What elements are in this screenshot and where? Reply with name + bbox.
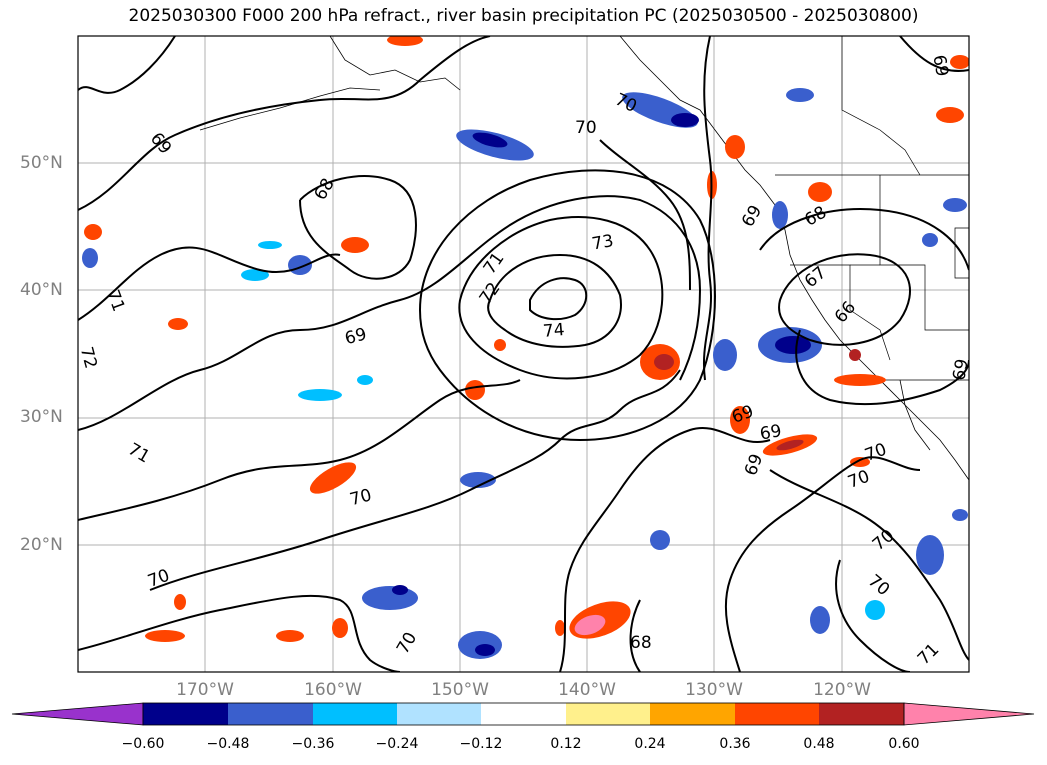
colorbar-tick-label: 0.24	[634, 736, 666, 752]
colorbar-under-triangle	[11, 702, 144, 726]
lon-label-120w: 120°W	[813, 680, 871, 700]
lon-label-160w: 160°W	[304, 680, 362, 700]
colorbar-tick-label: −0.24	[375, 736, 419, 752]
map-title: 2025030300 F000 200 hPa refract., river …	[128, 6, 919, 26]
colorbar-bin	[481, 703, 566, 725]
colorbar-bin	[650, 703, 735, 725]
colorbar-bin	[397, 703, 481, 725]
colorbar-bin	[819, 703, 904, 725]
contour-label: 69	[949, 357, 972, 382]
colorbar-tick-label: −0.36	[291, 736, 335, 752]
colorbar-tick-label: −0.48	[206, 736, 250, 752]
country-borders	[775, 36, 969, 381]
contour-label: 73	[590, 231, 615, 254]
contour-label: 72	[76, 345, 101, 371]
colorbar-bin	[735, 703, 819, 725]
colorbar-bin	[566, 703, 650, 725]
colorbar-tick-label: −0.60	[121, 736, 165, 752]
colorbar-over-triangle	[903, 702, 1035, 726]
contour-label: 69	[928, 53, 951, 78]
lat-label-20n: 20°N	[20, 535, 63, 555]
map-plot-area: 69 68 70 70 71 72 73 74 69 71 72 71 70 7…	[76, 36, 972, 672]
contour-label: 70	[575, 118, 597, 138]
lat-label-50n: 50°N	[20, 153, 63, 173]
lon-label-130w: 130°W	[685, 680, 743, 700]
map-frame	[77, 35, 970, 673]
colorbar-bin	[228, 703, 313, 725]
colorbar	[11, 702, 1035, 726]
colorbar-frame	[142, 702, 905, 726]
colorbar-tick-label: 0.12	[550, 736, 582, 752]
colorbar-tick-label: 0.36	[719, 736, 751, 752]
colorbar-bin	[313, 703, 397, 725]
colorbar-tick-label: −0.12	[459, 736, 503, 752]
lat-label-40n: 40°N	[20, 280, 63, 300]
precipitation-shading	[82, 36, 969, 659]
lon-label-170w: 170°W	[176, 680, 234, 700]
refractivity-contours	[78, 36, 969, 672]
colorbar-tick-label: 0.60	[888, 736, 920, 752]
contour-label: 74	[542, 320, 565, 342]
lon-label-150w: 150°W	[431, 680, 489, 700]
lon-label-140w: 140°W	[558, 680, 616, 700]
colorbar-tick-label: 0.48	[803, 736, 835, 752]
contour-label: 69	[758, 421, 783, 444]
colorbar-bin	[143, 703, 228, 725]
lat-label-30n: 30°N	[20, 407, 63, 427]
contour-label: 68	[630, 633, 652, 653]
